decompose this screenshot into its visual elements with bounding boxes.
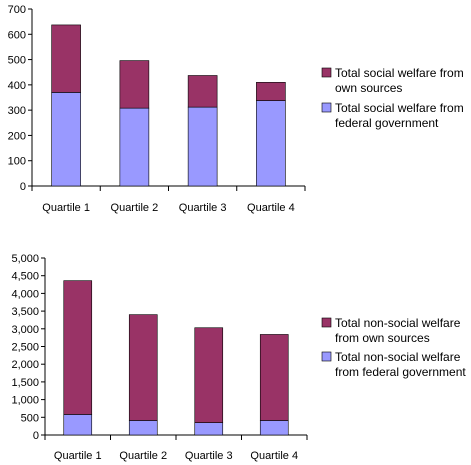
chart-non-social-welfare: 0 500 1,000 1,500 2,000 2,500 3,000 3,500 4,000 4… (11, 253, 466, 462)
bar-segment-own-sources (259, 334, 289, 421)
x-category-label: Quartile 4 (250, 450, 298, 462)
x-category-label: Quartile 4 (247, 202, 295, 214)
bar-segment-own-sources (187, 75, 218, 108)
bar-segment-own-sources (51, 24, 81, 93)
x-category-label: Quartile 3 (185, 450, 233, 462)
legend-swatch (321, 317, 332, 328)
y-tick-label: 100 (8, 156, 26, 168)
y-tick-label: 2,000 (11, 359, 39, 371)
chart-social-welfare: 0 100 200 300 400 500 600 700 Quartile 1 Quartile… (8, 4, 464, 214)
bar-segment-federal (194, 422, 224, 436)
bar-segment-own-sources (194, 327, 224, 423)
y-tick-label: 1,500 (11, 377, 39, 389)
y-tick-label: 300 (8, 105, 26, 117)
bar-segment-federal (187, 106, 218, 187)
bar-segment-own-sources (128, 314, 158, 421)
bar-segment-federal (51, 92, 81, 187)
bar-segment-federal (119, 107, 150, 187)
legend-swatch (321, 102, 332, 113)
y-tick-label: 5,000 (11, 253, 39, 265)
legend-label-line2: from own sources (335, 331, 430, 345)
y-tick-label: 700 (8, 4, 26, 16)
y-tick-label: 2,500 (11, 342, 39, 354)
y-tick-label: 500 (8, 55, 26, 67)
x-category-label: Quartile 1 (54, 450, 102, 462)
y-tick-label: 500 (21, 412, 39, 424)
y-tick-label: 600 (8, 29, 26, 41)
legend-label: Total social welfare from (335, 66, 464, 80)
y-tick-label: 200 (8, 130, 26, 142)
bar-segment-own-sources (256, 82, 286, 101)
bar-segment-federal (259, 420, 289, 436)
legend-label-line2: federal government (335, 116, 439, 130)
bar-segment-own-sources (119, 60, 150, 109)
x-category-label: Quartile 3 (179, 202, 227, 214)
y-tick-label: 4,500 (11, 271, 39, 283)
legend-swatch (321, 67, 332, 78)
legend-label: Total non-social welfare (335, 350, 461, 364)
bar-segment-federal (63, 414, 93, 436)
y-tick-label: 0 (20, 181, 26, 193)
y-tick-label: 3,500 (11, 306, 39, 318)
y-tick-label: 0 (33, 430, 39, 442)
legend-label: Total non-social welfare (335, 316, 461, 330)
x-category-label: Quartile 1 (42, 202, 90, 214)
bar-segment-own-sources (63, 280, 93, 415)
y-tick-label: 3,000 (11, 324, 39, 336)
legend-label: Total social welfare from (335, 101, 464, 115)
y-tick-label: 400 (8, 80, 26, 92)
x-category-label: Quartile 2 (119, 450, 167, 462)
legend-label-line2: own sources (335, 81, 402, 95)
x-category-label: Quartile 2 (111, 202, 159, 214)
bar-segment-federal (128, 420, 158, 436)
y-tick-label: 4,000 (11, 288, 39, 300)
y-tick-label: 1,000 (11, 395, 39, 407)
legend-swatch (321, 351, 332, 362)
bar-segment-federal (256, 100, 286, 187)
legend-label-line2: from federal government (335, 365, 466, 379)
